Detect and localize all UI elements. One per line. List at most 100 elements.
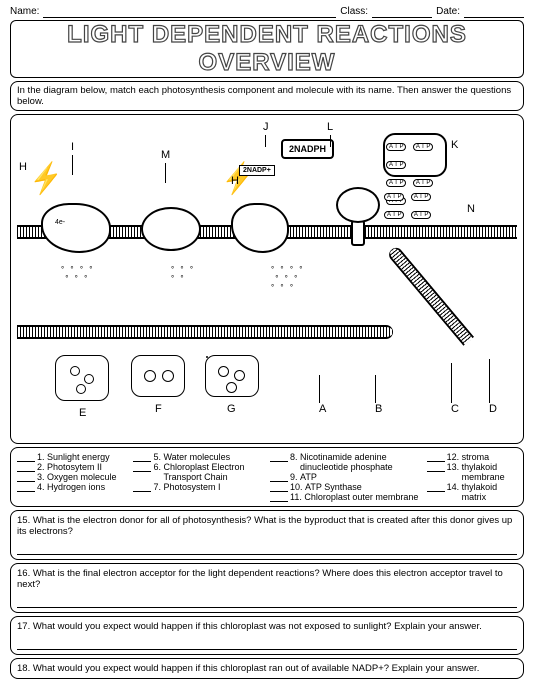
question-17-text: 17. What would you expect would happen i…	[17, 621, 482, 632]
num: 8.	[290, 452, 298, 462]
num: 6.	[153, 462, 161, 472]
text: Nicotinamide adenine dinucleotide phosph…	[300, 452, 421, 472]
question-17: 17. What would you expect would happen i…	[10, 616, 524, 655]
photosystem-i-shape	[231, 203, 289, 253]
blank[interactable]	[427, 482, 445, 492]
num: 10.	[290, 482, 303, 492]
atp-pill: A T P	[411, 193, 431, 201]
text: thylakoid matrix	[462, 482, 517, 502]
match-item: 5. Water molecules	[133, 452, 264, 462]
match-item: 11. Chloroplast outer membrane	[270, 492, 421, 502]
num: 3.	[37, 472, 45, 482]
atp-pill: A T P	[413, 143, 433, 151]
label-I-text: I	[71, 141, 74, 153]
match-item: 2. Photosytem II	[17, 462, 127, 472]
atp-pill: A T P	[386, 161, 406, 169]
match-item: 1. Sunlight energy	[17, 452, 127, 462]
label-D-text: D	[489, 403, 497, 415]
matching-box: 1. Sunlight energy 2. Photosytem II 3. O…	[10, 447, 524, 507]
instruction-text: In the diagram below, match each photosy…	[10, 81, 524, 111]
blank[interactable]	[17, 472, 35, 482]
atp-pill: A T P	[411, 211, 431, 219]
label-M-text: M	[161, 149, 170, 161]
num: 5.	[153, 452, 161, 462]
label-A: A	[319, 375, 326, 415]
text: Water molecules	[163, 452, 230, 462]
question-16: 16. What is the final electron acceptor …	[10, 563, 524, 613]
num: 14.	[447, 482, 460, 492]
label-A-text: A	[319, 403, 326, 415]
question-18-text: 18. What would you expect would happen i…	[17, 663, 479, 674]
blank[interactable]	[270, 452, 288, 462]
answer-line[interactable]	[17, 596, 517, 608]
atp-cluster-top: A T P A T P A T P A T P A T P A T P	[383, 133, 447, 177]
match-item: 9. ATP	[270, 472, 421, 482]
etc-shape	[141, 207, 201, 251]
blank[interactable]	[133, 482, 151, 492]
worksheet-page: Name: Class: Date: LIGHT DEPENDENT REACT…	[0, 0, 534, 700]
num: 13.	[447, 462, 460, 472]
page-title: LIGHT DEPENDENT REACTIONS OVERVIEW	[10, 20, 524, 78]
label-N: N	[467, 203, 475, 215]
match-col2: 5. Water molecules 6. Chloroplast Electr…	[133, 452, 264, 502]
label-L-text: L	[327, 121, 333, 133]
match-item: 3. Oxygen molecule	[17, 472, 127, 482]
dots: ° ° ° ° ° ° °° ° °	[271, 265, 304, 292]
blank[interactable]	[270, 492, 288, 502]
header-row: Name: Class: Date:	[10, 6, 524, 18]
match-col1: 1. Sunlight energy 2. Photosytem II 3. O…	[17, 452, 127, 502]
blank[interactable]	[133, 462, 151, 472]
blank[interactable]	[270, 482, 288, 492]
atp-cluster-bottom: A T P A T P A T P A T P	[383, 185, 439, 223]
num: 7.	[153, 482, 161, 492]
atp-pill: A T P	[384, 193, 404, 201]
question-15: 15. What is the electron donor for all o…	[10, 510, 524, 560]
diagram: ⚡ ⚡ 2NADPH 2NADP+ A T P A T P A T P A T …	[10, 114, 524, 444]
date-input-line[interactable]	[464, 6, 524, 18]
label-D: D	[489, 359, 497, 415]
label-H2: H	[231, 175, 239, 187]
text: Photosystem I	[163, 482, 220, 492]
date-label: Date:	[436, 6, 460, 18]
text: ATP	[300, 472, 317, 482]
molecule-g	[205, 355, 259, 397]
molecule-f	[131, 355, 185, 397]
label-H: H	[19, 161, 27, 173]
num: 11.	[290, 492, 302, 502]
class-input-line[interactable]	[372, 6, 432, 18]
outer-membrane	[386, 245, 474, 346]
num: 2.	[37, 462, 45, 472]
name-input-line[interactable]	[43, 6, 336, 18]
atp-pill: A T P	[384, 211, 404, 219]
blank[interactable]	[270, 472, 288, 482]
blank[interactable]	[427, 452, 445, 462]
answer-line[interactable]	[17, 638, 517, 650]
text: Chloroplast outer membrane	[304, 492, 418, 502]
atp-synthase-head	[336, 187, 380, 223]
atp-pill: A T P	[386, 143, 406, 151]
blank[interactable]	[17, 462, 35, 472]
label-E: E	[79, 407, 86, 419]
dots: ° ° °° °	[171, 265, 195, 283]
dots: ° ° ° ° ° ° °	[61, 265, 94, 283]
label-C: C	[451, 363, 459, 415]
text: thylakoid membrane	[462, 462, 517, 482]
match-item: 12. stroma	[427, 452, 517, 462]
electron-label: 4e-	[55, 219, 65, 226]
blank[interactable]	[17, 482, 35, 492]
match-col4: 12. stroma 13. thylakoid membrane 14. th…	[427, 452, 517, 502]
num: 4.	[37, 482, 45, 492]
answer-line[interactable]	[17, 543, 517, 555]
blank[interactable]	[17, 452, 35, 462]
question-18: 18. What would you expect would happen i…	[10, 658, 524, 679]
num: 1.	[37, 452, 45, 462]
match-item: 8. Nicotinamide adenine dinucleotide pho…	[270, 452, 421, 472]
blank[interactable]	[427, 462, 445, 472]
thylakoid-membrane-bottom	[17, 325, 393, 339]
blank[interactable]	[133, 452, 151, 462]
nadp-box: 2NADP+	[239, 165, 275, 176]
label-K: K	[451, 139, 458, 151]
match-item: 14. thylakoid matrix	[427, 482, 517, 502]
text: stroma	[462, 452, 490, 462]
text: Sunlight energy	[47, 452, 110, 462]
